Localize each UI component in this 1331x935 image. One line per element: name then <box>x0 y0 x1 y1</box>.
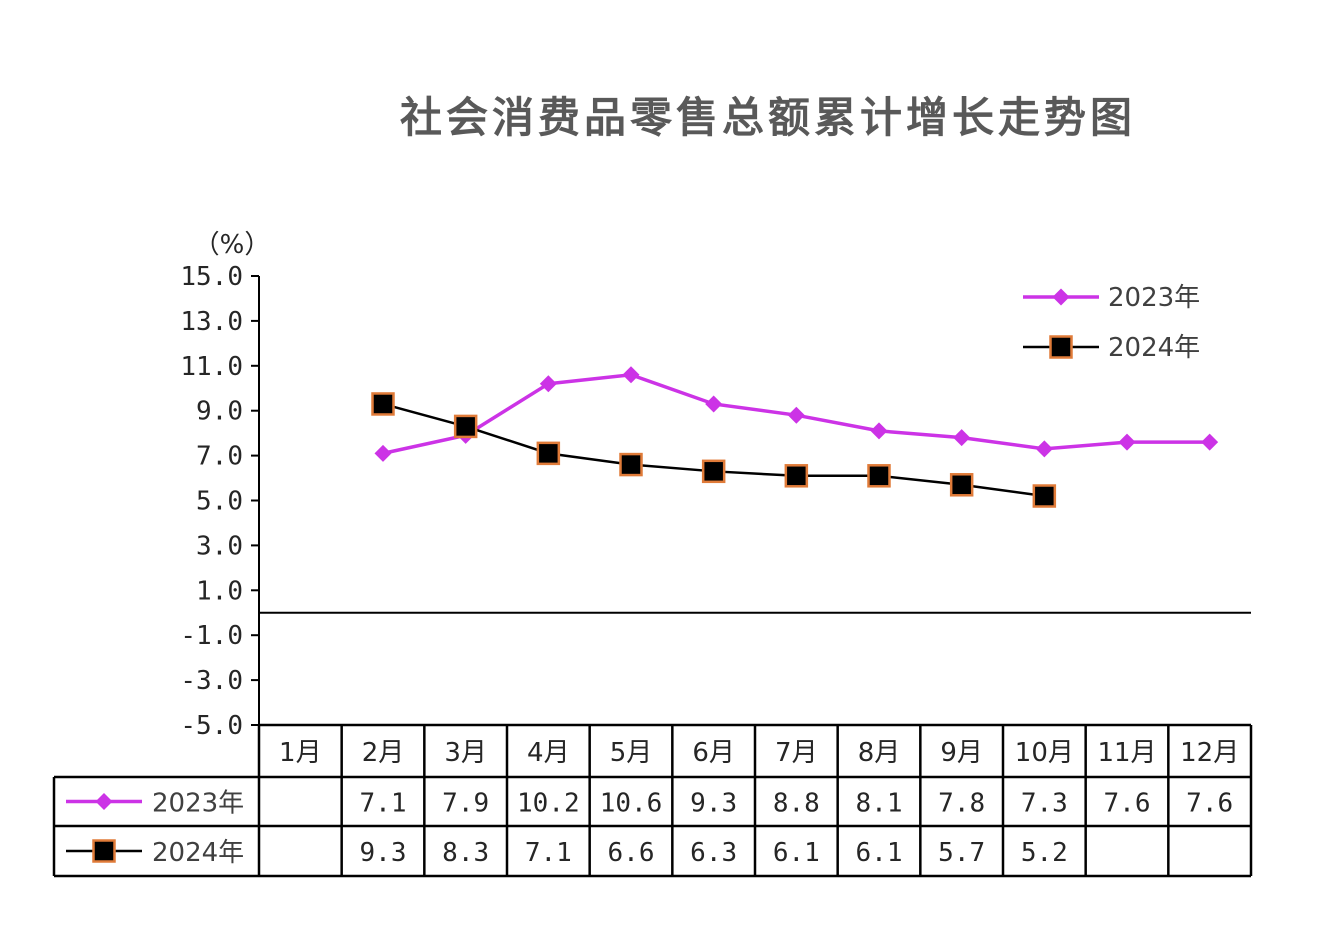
data-point <box>536 441 561 466</box>
x-tick-label: 12月 <box>1180 738 1239 768</box>
legend-label: 2023年 <box>1108 283 1200 313</box>
data-point <box>867 464 891 488</box>
x-tick-label: 11月 <box>1097 738 1156 768</box>
data-point <box>1201 433 1219 451</box>
data-point <box>1035 440 1053 458</box>
data-point <box>701 459 726 484</box>
data-point <box>622 366 640 384</box>
data-point <box>539 375 557 393</box>
data-label: 8.8 <box>773 789 820 819</box>
data-point <box>787 406 805 424</box>
data-point <box>453 414 478 439</box>
data-label: 6.3 <box>690 838 737 868</box>
x-tick-label: 10月 <box>1015 738 1074 768</box>
data-label: 7.1 <box>525 838 572 868</box>
x-tick-label: 8月 <box>858 738 901 768</box>
legend-marker <box>1049 335 1073 359</box>
legend-item: 2024年 <box>1023 333 1200 363</box>
table-legend-marker <box>92 839 116 863</box>
data-label: 5.2 <box>1021 838 1068 868</box>
data-point <box>371 392 395 416</box>
y-tick-label: 13.0 <box>180 307 243 337</box>
data-label: 9.3 <box>360 838 407 868</box>
y-tick-label: -3.0 <box>180 666 243 696</box>
x-tick-label: 1月 <box>279 738 322 768</box>
data-point <box>1118 433 1136 451</box>
data-label: 10.6 <box>600 789 663 819</box>
x-tick-label: 3月 <box>444 738 487 768</box>
data-label: 8.3 <box>442 838 489 868</box>
y-tick-label: -1.0 <box>180 621 243 651</box>
x-tick-label: 9月 <box>940 738 983 768</box>
y-tick-label: 3.0 <box>196 531 243 561</box>
x-tick-label: 7月 <box>775 738 818 768</box>
data-point <box>705 395 723 413</box>
data-point <box>870 422 888 440</box>
data-point <box>1032 484 1057 508</box>
data-label: 7.6 <box>1186 789 1233 819</box>
legend-label: 2024年 <box>1108 333 1200 363</box>
legend-item: 2023年 <box>1023 283 1200 313</box>
legend-marker <box>1052 288 1070 306</box>
x-tick-label: 5月 <box>610 738 653 768</box>
y-tick-label: 9.0 <box>196 397 243 427</box>
series-layer <box>371 366 1219 508</box>
y-tick-label: 5.0 <box>196 487 243 517</box>
chart-title: 社会消费品零售总额累计增长走势图 <box>400 93 1136 142</box>
series-2024年 <box>371 392 1057 508</box>
table-legend-marker <box>95 793 113 810</box>
y-tick-label: 15.0 <box>180 262 243 292</box>
data-label: 7.1 <box>360 789 407 819</box>
data-point <box>949 473 974 497</box>
legend: 2023年 2024年 <box>1023 283 1200 363</box>
series-2023年 <box>374 366 1219 462</box>
x-tick-label: 4月 <box>527 738 570 768</box>
y-tick-label: 1.0 <box>196 576 243 606</box>
data-label: 7.6 <box>1104 789 1151 819</box>
y-axis-unit: （%） <box>194 230 271 260</box>
data-table: 1月 2月 3月 4月 5月 6月 7月 8月 9月 10月 11月 12月 2023年 7.1 7.9 10… <box>52 723 1253 878</box>
y-tick-label: 11.0 <box>180 352 243 382</box>
data-label: 7.8 <box>938 789 985 819</box>
data-label: 6.6 <box>608 838 655 868</box>
data-point <box>619 452 643 477</box>
data-label: 6.1 <box>773 838 820 868</box>
y-tick-label: -5.0 <box>180 711 243 741</box>
data-point <box>784 464 809 488</box>
data-point <box>953 429 971 447</box>
data-label: 5.7 <box>938 838 985 868</box>
table-row-header: 2024年 <box>66 838 244 868</box>
data-label: 7.3 <box>1021 789 1068 819</box>
data-label: 6.1 <box>856 838 903 868</box>
data-label: 10.2 <box>517 789 580 819</box>
data-label: 7.9 <box>442 789 489 819</box>
table-series-name: 2023年 <box>152 789 244 819</box>
data-label: 9.3 <box>690 789 737 819</box>
table-row-header: 2023年 <box>66 789 244 819</box>
x-tick-label: 6月 <box>692 738 735 768</box>
x-tick-label: 2月 <box>362 738 405 768</box>
y-tick-label: 7.0 <box>196 442 243 472</box>
data-point <box>374 444 392 462</box>
data-label: 8.1 <box>856 789 903 819</box>
table-series-name: 2024年 <box>152 838 244 868</box>
axes: 15.0 13.0 11.0 9.0 7.0 5.0 3.0 1.0 -1.0 -3.0 -5.0 <box>180 262 1251 741</box>
